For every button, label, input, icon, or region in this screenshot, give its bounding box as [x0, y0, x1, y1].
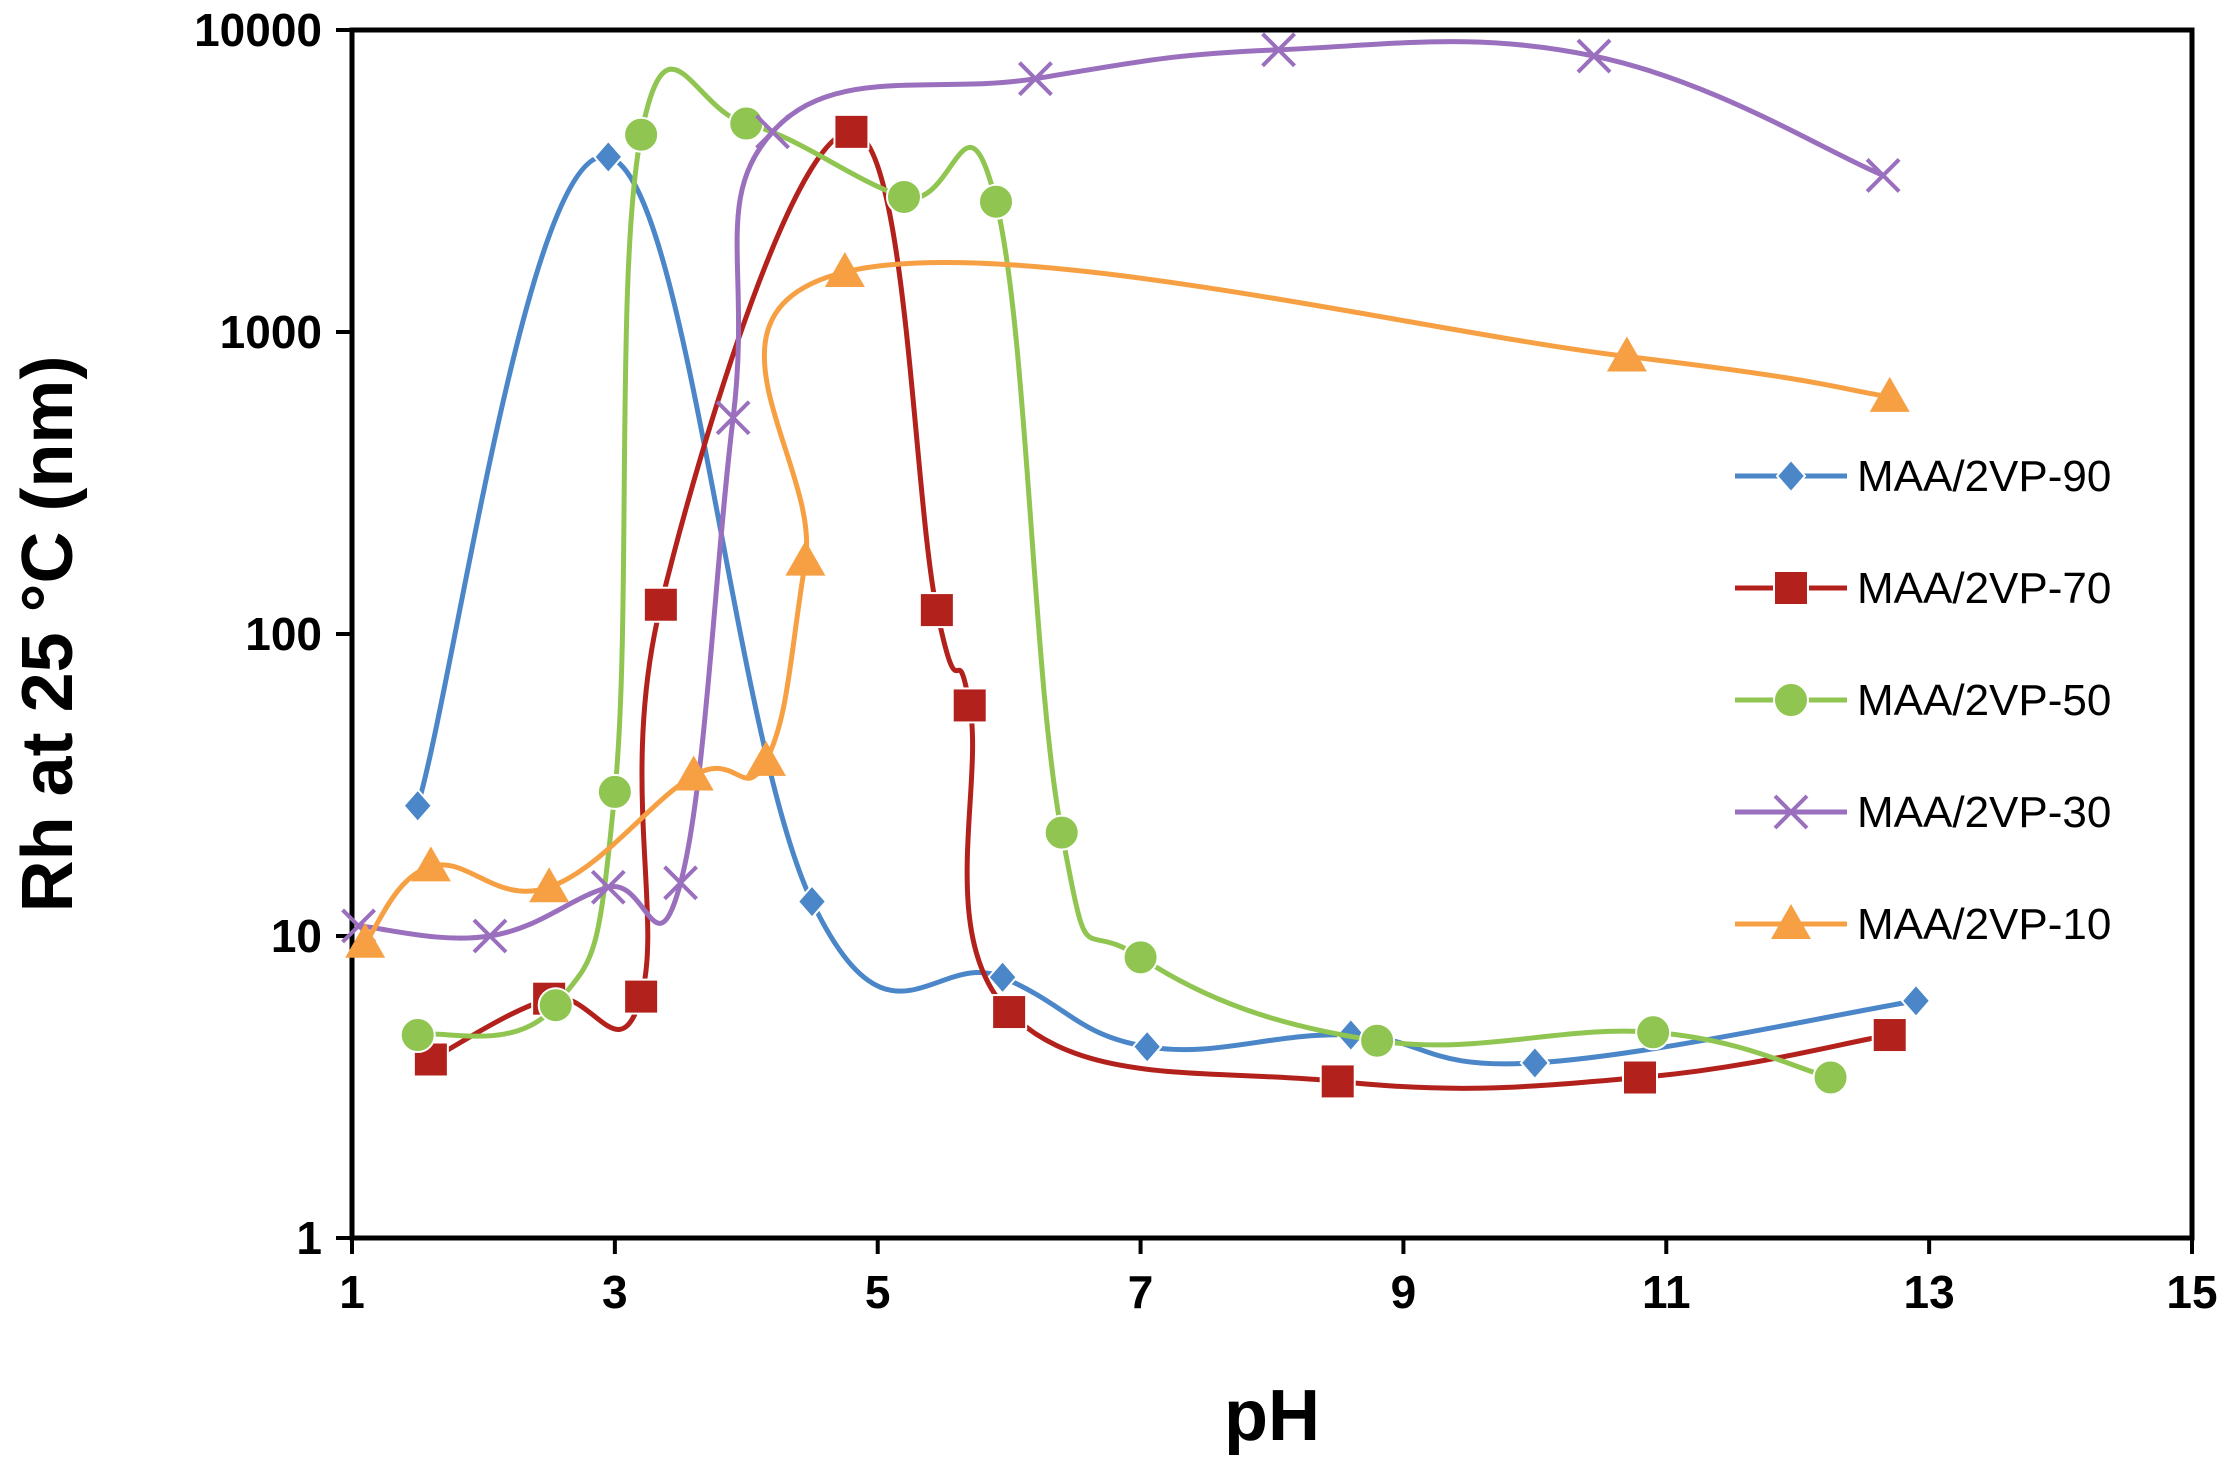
data-point — [642, 586, 679, 623]
data-point — [951, 687, 988, 724]
data-point — [824, 252, 865, 288]
x-tick-label: 9 — [1391, 1266, 1417, 1318]
data-point — [1606, 336, 1647, 372]
legend-label: MAA/2VP-90 — [1857, 452, 2111, 501]
legend-swatch-marker — [1773, 570, 1809, 606]
data-point — [537, 987, 574, 1024]
data-point — [918, 592, 955, 629]
legend-swatch-marker — [1771, 904, 1811, 939]
x-tick-label: 13 — [1904, 1266, 1955, 1318]
data-point — [1122, 939, 1159, 976]
data-point — [623, 116, 660, 153]
x-tick-label: 1 — [339, 1266, 365, 1318]
data-point — [1576, 38, 1612, 74]
series-2 — [399, 66, 1849, 1096]
x-tick-label: 5 — [865, 1266, 891, 1318]
data-point — [715, 400, 751, 436]
y-tick-label: 1000 — [220, 306, 322, 358]
x-tick-labels: 1 3 5 7 9 11 13 15 — [339, 1266, 2217, 1318]
series-3 — [341, 32, 1901, 954]
data-point — [529, 867, 570, 903]
y-tick-label: 10 — [271, 910, 322, 962]
data-point — [472, 918, 508, 954]
data-point — [991, 994, 1028, 1031]
y-tick-label: 10000 — [194, 4, 322, 56]
data-point — [410, 846, 451, 882]
legend-swatch-marker — [1773, 682, 1809, 718]
series-line — [429, 129, 1891, 1091]
legend-item: MAA/2VP-90 — [1735, 452, 2111, 501]
legend-label: MAA/2VP-50 — [1857, 676, 2111, 725]
data-point — [1900, 983, 1932, 1019]
data-point — [1319, 1063, 1356, 1100]
y-tick-label: 100 — [245, 608, 322, 660]
data-point — [345, 922, 386, 958]
data-point — [399, 1017, 436, 1054]
data-point — [1635, 1014, 1672, 1051]
data-point — [1018, 61, 1053, 97]
y-tick-label: 1 — [296, 1212, 322, 1264]
x-tick-label: 3 — [602, 1266, 628, 1318]
data-point — [886, 178, 922, 215]
data-point — [1812, 1059, 1849, 1096]
x-tick-label: 7 — [1128, 1266, 1154, 1318]
data-point — [663, 865, 698, 901]
x-axis-title: pH — [1224, 1376, 1320, 1456]
legend-label: MAA/2VP-70 — [1857, 564, 2111, 613]
data-point — [1871, 1017, 1908, 1054]
data-point — [1261, 32, 1296, 68]
data-point — [987, 959, 1018, 995]
data-point — [728, 105, 765, 142]
x-tick-label: 15 — [2166, 1266, 2217, 1318]
data-point — [623, 978, 660, 1015]
series-0 — [402, 139, 1932, 1081]
legend-swatch-marker — [1773, 794, 1809, 830]
data-point — [785, 540, 826, 576]
legend-label: MAA/2VP-10 — [1857, 900, 2111, 949]
legend-item: MAA/2VP-30 — [1735, 788, 2111, 837]
legend: MAA/2VP-90 MAA/2VP-70 MAA/2VP-50 MAA/2VP-30… — [1735, 452, 2111, 949]
legend-item: MAA/2VP-70 — [1735, 564, 2111, 613]
x-tick-label: 11 — [1642, 1266, 1691, 1318]
data-point — [833, 113, 870, 150]
data-point — [755, 114, 790, 150]
data-point — [673, 755, 714, 791]
data-point — [978, 183, 1014, 220]
data-point — [1519, 1045, 1551, 1081]
data-point — [1869, 376, 1910, 412]
legend-item: MAA/2VP-10 — [1735, 900, 2111, 949]
data-point — [590, 869, 626, 905]
y-tick-labels: 1 10 100 1000 10000 — [194, 4, 322, 1264]
series-layer — [341, 32, 1932, 1100]
series-4 — [345, 252, 1910, 958]
data-point — [1865, 157, 1901, 193]
series-1 — [412, 113, 1908, 1100]
data-point — [1622, 1059, 1658, 1096]
data-point — [796, 884, 828, 920]
legend-item: MAA/2VP-50 — [1735, 676, 2111, 725]
legend-swatch-marker — [1775, 458, 1807, 494]
data-point — [1043, 814, 1080, 851]
data-point — [1359, 1022, 1396, 1059]
data-point — [596, 773, 633, 810]
data-point — [746, 740, 786, 776]
series-line — [415, 154, 1917, 1067]
data-point — [402, 788, 434, 824]
y-axis-title: Rh at 25 °C (nm) — [8, 356, 88, 913]
data-point — [592, 139, 624, 175]
legend-label: MAA/2VP-30 — [1857, 788, 2111, 837]
plot-area — [349, 27, 2195, 1241]
data-point — [1131, 1029, 1163, 1065]
